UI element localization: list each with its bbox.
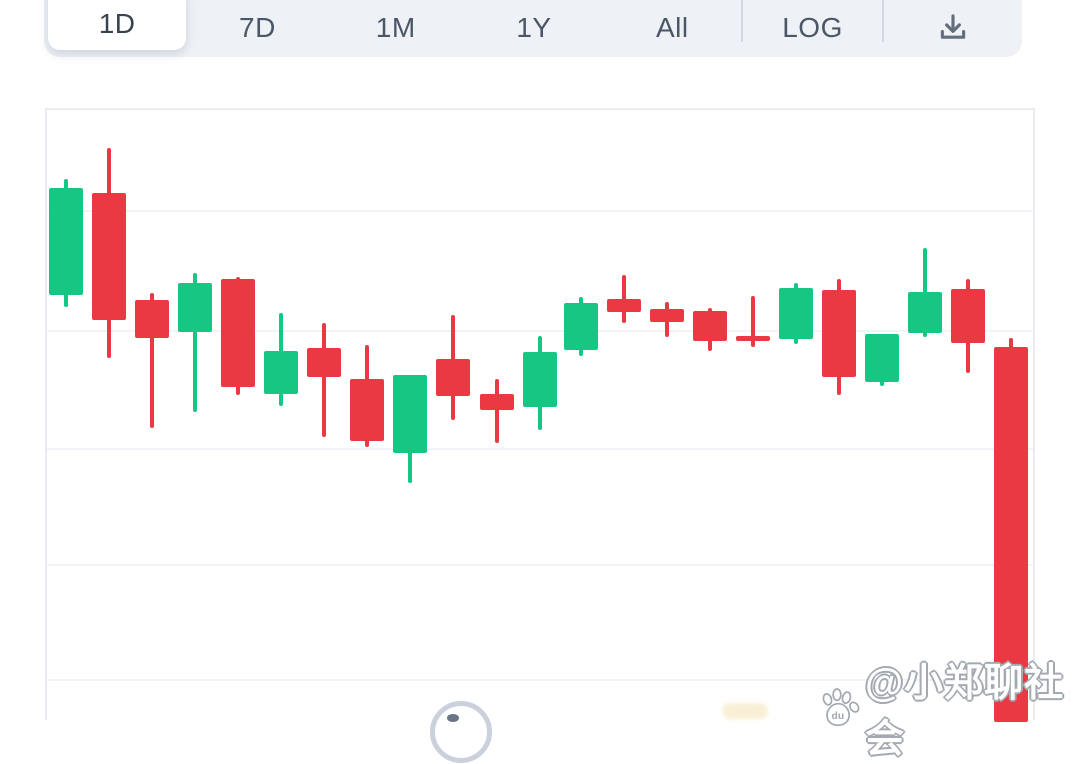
candle-up [779,288,813,339]
candle-down [92,193,126,320]
tab-1m[interactable]: 1M [375,11,416,43]
gridline [47,448,1033,450]
candle-down [736,336,770,341]
download-icon [940,13,966,39]
baidu-paw-icon: du [822,688,860,727]
gridline [47,564,1033,566]
candle-down [650,309,684,322]
candle-down [221,279,255,387]
candle-down [350,379,384,441]
candle-up [564,303,598,350]
divider [741,0,744,42]
candle-up [908,292,942,333]
gridline [47,330,1033,332]
tab-1d[interactable]: 1D [48,0,187,50]
candle-down [135,300,169,338]
candle-down [607,299,641,312]
candle-down [307,348,341,377]
candle-wick [193,273,197,412]
tab-1y[interactable]: 1Y [516,11,552,43]
candle-up [393,375,427,453]
download-button[interactable] [884,0,1022,57]
gridline [47,210,1033,212]
paw-du-label: du [832,711,845,722]
candle-up [264,351,298,394]
candle-wick [495,379,499,443]
loading-spinner [430,701,492,763]
candle-down [951,289,985,343]
candle-down [994,347,1028,722]
chart-gridlines [47,210,1033,681]
candle-wick [751,296,755,347]
watermark-text: @小郑聊社会 [865,662,1065,761]
watermark: du @小郑聊社会 [818,652,1080,764]
period-tabbar: 1D 7D 1M 1Y All LOG [44,0,1022,57]
gridline [47,679,1033,681]
candle-up [865,334,899,382]
candle-down [436,359,470,396]
tab-log[interactable]: LOG [782,11,843,43]
candle-down [693,311,727,341]
candle-up [49,188,83,295]
spinner-dot [447,714,459,722]
candle-up [178,283,212,332]
faint-artifact [722,703,768,719]
tab-7d[interactable]: 7D [239,11,276,43]
candle-up [523,352,557,407]
candle-down [822,290,856,377]
candle-wick [150,293,154,428]
candle-down [480,394,514,410]
divider [881,0,884,42]
candlestick-series [49,148,1028,722]
candle-wick [322,323,326,437]
tab-all[interactable]: All [655,11,689,43]
